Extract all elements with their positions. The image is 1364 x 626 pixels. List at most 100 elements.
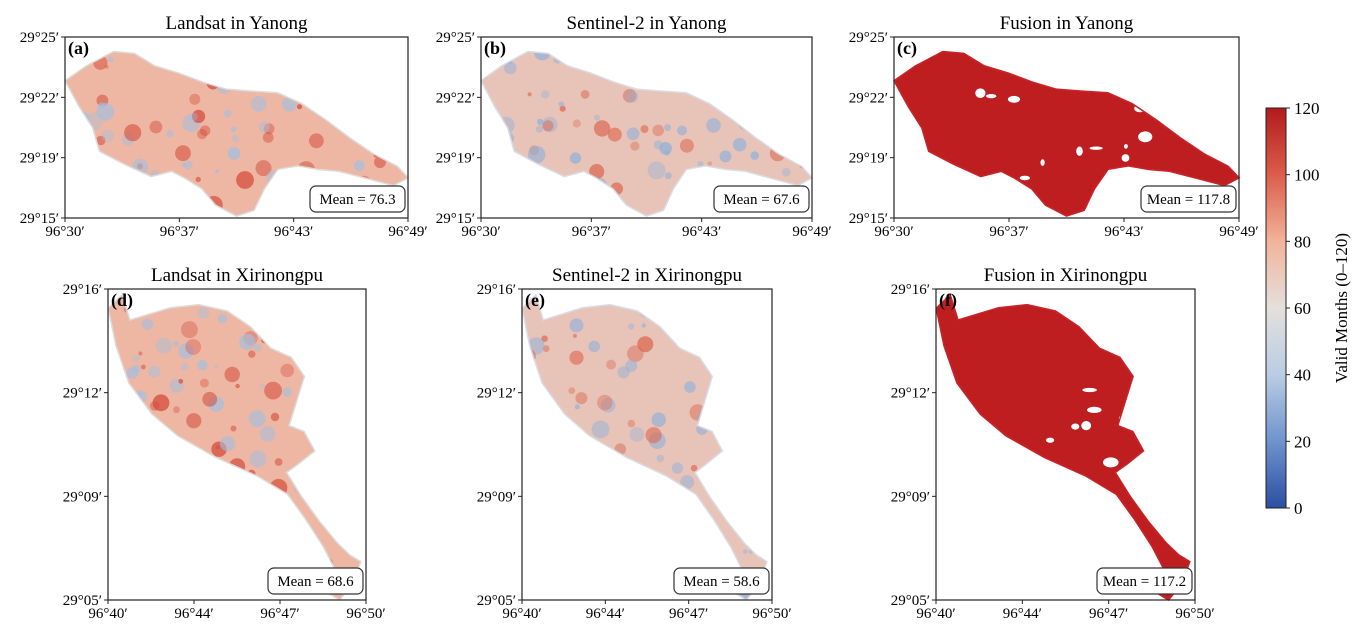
x-tick-label: 96°44′	[174, 606, 213, 622]
y-tick-label: 29°12′	[477, 386, 516, 402]
y-tick-label: 29°12′	[891, 386, 930, 402]
region-gap	[1013, 464, 1023, 473]
colorbar: 120 100 80 60 40 20 0 Valid Months (0–120)	[1265, 99, 1351, 518]
panel-title: Sentinel-2 in Xirinongpu	[552, 265, 742, 286]
panel-label: (f)	[939, 290, 957, 311]
x-tick-label: 96°40′	[916, 606, 955, 622]
y-tick-label: 29°25′	[20, 30, 59, 46]
region-gap	[975, 88, 986, 98]
panel-label: (e)	[525, 290, 545, 311]
x-tick-label: 96°47′	[669, 606, 708, 622]
x-tick-label: 96°50′	[1175, 606, 1214, 622]
region-gap	[995, 523, 1008, 533]
panel-d: Landsat in Xirinongpu (d) 29°16′ 29°12′ 29°0…	[63, 265, 386, 622]
region-gap	[1071, 423, 1080, 430]
x-tick-label: 96°37′	[160, 224, 199, 240]
y-tick-label: 29°09′	[63, 489, 102, 505]
x-tick-label: 96°37′	[572, 224, 611, 240]
region-gap	[1082, 387, 1097, 393]
mean-label: Mean = 67.6	[723, 192, 800, 208]
y-tick-label: 29°22′	[849, 90, 888, 106]
region-fill	[937, 296, 1189, 599]
panel-e: Sentinel-2 in Xirinongpu (e) 29°16′ 29°12′ 2…	[477, 265, 792, 622]
y-tick-label: 29°19′	[20, 151, 59, 167]
colorbar-tick-label: 20	[1294, 432, 1311, 451]
x-tick-label: 96°43′	[274, 224, 313, 240]
panel-b: Sentinel-2 in Yanong (b) 29°25′ 29°22′ 29°19…	[436, 13, 832, 240]
region-fill	[109, 296, 360, 599]
x-tick-label: 96°49′	[1219, 224, 1258, 240]
region-gap	[1146, 180, 1156, 184]
region-fill	[523, 296, 766, 599]
x-tick-label: 96°30′	[874, 224, 913, 240]
panel-frame	[521, 288, 773, 601]
panel-title: Fusion in Xirinongpu	[984, 265, 1148, 286]
x-tick-label: 96°40′	[88, 606, 127, 622]
panel-label: (b)	[484, 38, 506, 59]
y-tick-label: 29°09′	[891, 489, 930, 505]
region-gap	[1040, 159, 1045, 166]
colorbar-tick-label: 100	[1294, 166, 1320, 185]
panel-frame	[893, 36, 1240, 219]
region-gap	[1057, 529, 1065, 537]
region-gap	[1121, 154, 1130, 162]
region-gap	[1103, 457, 1119, 468]
region-gap	[986, 94, 997, 99]
region-gap	[1030, 519, 1039, 525]
y-tick-label: 29°09′	[477, 489, 516, 505]
x-tick-label: 96°44′	[1003, 606, 1042, 622]
y-tick-label: 29°19′	[436, 151, 475, 167]
colorbar-tick-label: 120	[1294, 99, 1320, 118]
y-tick-label: 29°19′	[849, 151, 888, 167]
region-gap	[1145, 93, 1158, 101]
y-tick-label: 29°15′	[20, 211, 59, 227]
y-tick-label: 29°12′	[63, 386, 102, 402]
mean-label: Mean = 117.2	[1103, 574, 1186, 590]
x-tick-label: 96°49′	[388, 224, 427, 240]
panel-title: Landsat in Xirinongpu	[151, 265, 324, 286]
y-tick-label: 29°05′	[891, 593, 930, 609]
region-gap	[1076, 146, 1083, 156]
x-tick-label: 96°50′	[346, 606, 385, 622]
region-gap	[1083, 503, 1099, 514]
x-tick-label: 96°44′	[586, 606, 625, 622]
mean-label: Mean = 68.6	[277, 574, 354, 590]
region-gap	[1138, 131, 1153, 143]
y-tick-label: 29°15′	[436, 211, 475, 227]
y-tick-label: 29°25′	[849, 30, 888, 46]
colorbar-bar	[1265, 107, 1287, 509]
region-gap	[1007, 95, 1021, 103]
colorbar-tick-label: 80	[1294, 232, 1311, 251]
region-gap	[1138, 94, 1149, 99]
panel-a: Landsat in Yanong (a) 29°25′ 29°22′ 29°19′ 29…	[20, 13, 428, 240]
panel-frame	[107, 288, 367, 601]
mean-label: Mean = 76.3	[319, 192, 395, 208]
y-tick-label: 29°22′	[20, 90, 59, 106]
x-tick-label: 96°50′	[752, 606, 791, 622]
mean-label: Mean = 58.6	[683, 574, 760, 590]
region-gap	[1087, 406, 1102, 413]
mean-box	[1096, 567, 1193, 595]
panel-label: (a)	[68, 38, 89, 59]
panels: Landsat in Yanong (a) 29°25′ 29°22′ 29°19′ 29…	[20, 13, 1259, 622]
x-tick-label: 96°30′	[45, 224, 84, 240]
colorbar-tick-label: 40	[1294, 366, 1311, 385]
panel-title: Sentinel-2 in Yanong	[567, 13, 727, 34]
y-tick-label: 29°22′	[436, 90, 475, 106]
region-gap	[1046, 437, 1055, 443]
colorbar-label: Valid Months (0–120)	[1332, 233, 1351, 383]
region-gap	[1009, 506, 1025, 518]
region-gap	[1004, 481, 1016, 491]
panel-c: Fusion in Yanong (c) 29°25′ 29°22′ 29°19′ 29°…	[849, 13, 1259, 240]
colorbar-tick-label: 60	[1294, 299, 1311, 318]
x-tick-label: 96°30′	[461, 224, 500, 240]
mean-label: Mean = 117.8	[1147, 192, 1230, 208]
region-gap	[1089, 146, 1103, 150]
x-tick-label: 96°43′	[682, 224, 721, 240]
x-tick-label: 96°43′	[1104, 224, 1143, 240]
panel-label: (c)	[897, 38, 917, 59]
y-tick-label: 29°05′	[477, 593, 516, 609]
x-tick-label: 96°40′	[502, 606, 541, 622]
panel-f: Fusion in Xirinongpu (f) 29°16′ 29°12′ 29°09…	[891, 265, 1215, 622]
